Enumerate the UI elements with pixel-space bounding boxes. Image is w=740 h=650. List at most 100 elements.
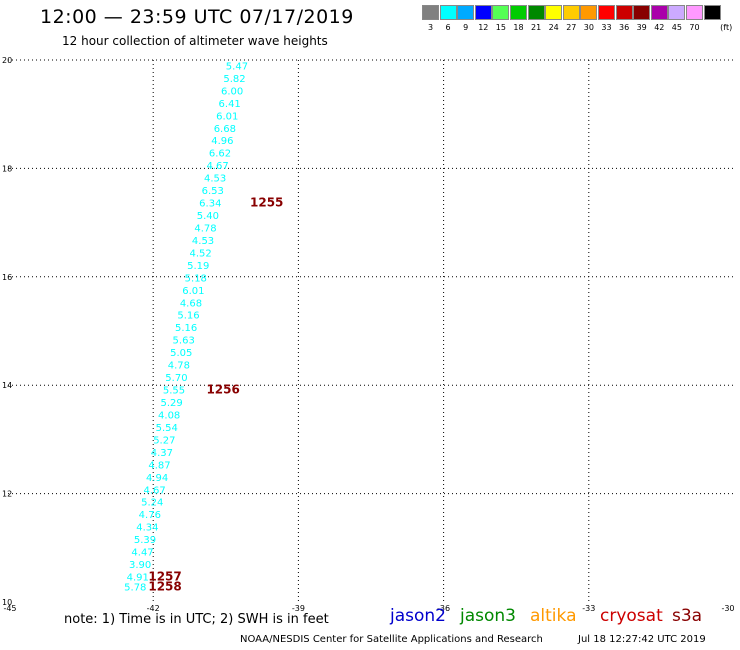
legend-swatch [650,5,668,20]
legend-swatch [686,5,703,20]
legend-bin-label: 30 [583,23,594,32]
x-tick-label: -42 [147,604,160,613]
legend-bin-label: 12 [478,23,489,32]
footer-note: note: 1) Time is in UTC; 2) SWH is in fe… [64,612,329,627]
wave-height-label: 6.41 [219,99,241,110]
legend-swatch [510,5,527,20]
wave-height-label: 5.39 [134,535,156,546]
satellite-label-altika: altika [530,606,577,626]
wave-height-label: 5.29 [160,398,182,409]
satellite-label-jason2: jason2 [390,606,446,626]
legend-bin-label: 36 [619,23,630,32]
legend-swatch [668,5,686,20]
wave-height-label: 3.90 [129,560,151,571]
legend-swatch [439,5,457,20]
wave-height-label: 5.55 [163,386,185,397]
satellite-label-jason3: jason3 [460,606,516,626]
wave-height-label: 4.68 [180,298,202,309]
legend-swatch [598,5,615,20]
wave-height-label: 6.34 [199,199,221,210]
wave-height-label: 4.53 [204,174,226,185]
wave-height-label: 4.96 [211,136,233,147]
wave-height-label: 5.63 [173,336,195,347]
legend-bin-label: 42 [654,23,665,32]
wave-height-label: 4.78 [168,361,190,372]
legend-bin-label: 45 [671,23,682,32]
wave-height-label: 4.53 [192,236,214,247]
wave-height-label: 6.62 [209,149,231,160]
wave-height-label: 4.76 [139,510,161,521]
y-tick-label: 16 [2,273,12,282]
legend-bin-label: 18 [513,23,524,32]
time-label: 1256 [206,383,239,397]
wave-height-label: 4.52 [190,248,212,259]
satellite-label-s3a: s3a [672,606,703,626]
legend-unit: (ft) [720,23,733,32]
legend-bin-label: 24 [548,23,559,32]
wave-height-label: 5.16 [177,311,199,322]
wave-height-label: 4.78 [194,223,216,234]
legend-swatch [527,5,545,20]
legend-bin-label: 39 [636,23,647,32]
wave-height-label: 5.54 [156,423,178,434]
legend-bin-label: 33 [601,23,612,32]
time-label: 1258 [148,579,181,593]
wave-height-label: 6.68 [214,124,236,135]
wave-height-label: 5.18 [185,273,207,284]
legend-swatch [562,5,580,20]
legend-swatch [615,5,633,20]
wave-height-label: 5.82 [223,74,245,85]
wave-height-label: 4.34 [136,523,158,534]
legend-bin-label: 15 [495,23,506,32]
chart-subtitle: 12 hour collection of altimeter wave hei… [62,34,328,48]
legend-bin-label: 27 [566,23,577,32]
wave-height-label: 4.47 [131,548,153,559]
wave-height-label: 4.94 [146,473,168,484]
legend-bin-label: 3 [427,23,434,32]
y-tick-label: 14 [2,381,12,390]
wave-height-label: 4.91 [127,573,149,584]
wave-height-label: 6.01 [216,111,238,122]
time-label: 1255 [250,196,283,210]
wave-height-label: 5.19 [187,261,209,272]
y-tick-label: 20 [2,56,12,65]
y-tick-label: 18 [2,164,12,173]
legend-swatch [703,5,721,20]
wave-height-label: 5.70 [165,373,187,384]
wave-height-label: 5.05 [170,348,192,359]
legend-swatch [422,5,439,20]
legend-bin-label: 21 [531,23,542,32]
wave-height-label: 5.16 [175,323,197,334]
y-tick-label: 12 [2,490,12,499]
wave-height-label: 6.00 [221,86,243,97]
wave-height-label: 5.27 [153,435,175,446]
wave-height-label: 4.08 [158,410,180,421]
wave-height-label: 5.78 [124,582,146,593]
generated-timestamp: Jul 18 12:27:42 UTC 2019 [578,634,706,645]
legend-bin-label: 9 [463,23,469,32]
legend-swatch [474,5,492,20]
chart-title: 12:00 — 23:59 UTC 07/17/2019 [40,6,354,28]
wave-height-label: 6.01 [182,286,204,297]
legend-swatch [580,5,598,20]
wave-height-label: 5.24 [141,498,163,509]
legend-swatch [492,5,510,20]
legend-swatch [457,5,475,20]
wave-height-label: 5.40 [197,211,219,222]
legend-swatch [633,5,651,20]
wave-height-label: 5.47 [226,61,248,72]
legend-swatch [545,5,563,20]
x-tick-label: -39 [292,604,305,613]
x-tick-label: -36 [437,604,450,613]
x-tick-label: -33 [582,604,595,613]
x-tick-label: -45 [3,604,16,613]
wave-height-label: 4.37 [151,448,173,459]
wave-height-label: 4.67 [144,485,166,496]
x-tick-label: -30 [721,604,734,613]
wave-height-label: 6.53 [202,186,224,197]
wave-height-label: 4.87 [148,460,170,471]
y-tick-label: 10 [2,598,12,607]
time-label: 1257 [148,570,181,584]
wave-height-label: 4.67 [206,161,228,172]
